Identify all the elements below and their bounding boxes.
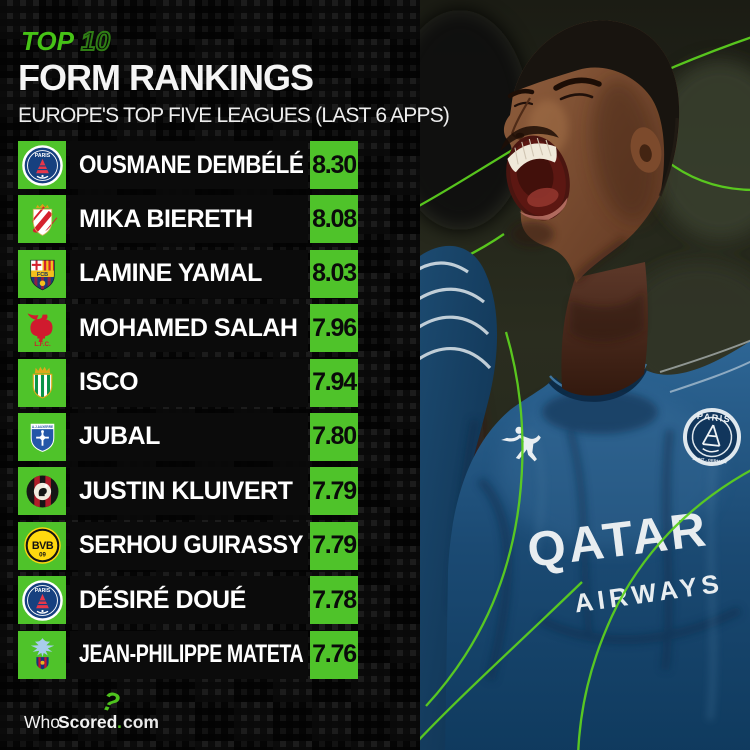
- rating-value: 8.03: [312, 259, 357, 288]
- club-badge: [18, 467, 66, 516]
- player-name-bar: OUSMANE DEMBÉLÉ: [70, 141, 308, 189]
- club-badge: [18, 141, 66, 189]
- green-accent-lines-front: [420, 331, 750, 750]
- club-badge-icon: [22, 416, 63, 457]
- rating-box: 7.78: [310, 576, 358, 625]
- page-title: FORM RANKINGS: [18, 57, 314, 98]
- player-name: MIKA BIERETH: [79, 204, 253, 233]
- club-badge: [18, 576, 66, 625]
- club-badge: [18, 412, 66, 461]
- psg-crest: PARIS SAINT - GERMAIN: [683, 408, 741, 466]
- brand-scored: Scored: [58, 712, 117, 732]
- player-name: ISCO: [79, 368, 139, 397]
- club-badge-icon: [22, 308, 63, 349]
- player-name-bar: ISCO: [70, 358, 308, 407]
- player-name-bar: DÉSIRÉ DOUÉ: [70, 576, 308, 625]
- player-name: DÉSIRÉ DOUÉ: [79, 585, 246, 614]
- ranking-row: MOHAMED SALAH 7.96: [18, 304, 358, 353]
- rating-box: 8.30: [310, 141, 358, 189]
- ranking-row: OUSMANE DEMBÉLÉ 8.30: [18, 141, 358, 189]
- player-name-bar: MIKA BIERETH: [70, 195, 308, 244]
- rating-value: 7.96: [312, 313, 357, 342]
- page-subtitle: EUROPE'S TOP FIVE LEAGUES (LAST 6 APPS): [18, 104, 450, 127]
- player-name: JUSTIN KLUIVERT: [79, 476, 293, 505]
- club-badge-icon: [22, 253, 63, 294]
- club-badge: [18, 195, 66, 244]
- rating-box: 7.79: [310, 467, 358, 516]
- player-photo: PARIS SAINT - GERMAIN QATAR AIRWAYS: [420, 0, 750, 750]
- club-badge: [18, 358, 66, 407]
- player-name-bar: JUSTIN KLUIVERT: [70, 467, 308, 516]
- player-name: MOHAMED SALAH: [79, 313, 298, 342]
- club-badge-icon: [22, 580, 63, 621]
- brand-who: Who: [24, 712, 60, 732]
- rating-value: 7.76: [312, 640, 357, 669]
- player-name-bar: MOHAMED SALAH: [70, 304, 308, 353]
- ranking-row: LAMINE YAMAL 8.03: [18, 249, 358, 298]
- player-name: JEAN-PHILIPPE MATETA: [79, 640, 304, 669]
- rating-box: 7.79: [310, 521, 358, 570]
- ranking-row: SERHOU GUIRASSY 7.79: [18, 521, 358, 570]
- rating-value: 7.79: [312, 476, 357, 505]
- ranking-row: DÉSIRÉ DOUÉ 7.78: [18, 576, 358, 625]
- player-name-bar: JEAN-PHILIPPE MATETA: [70, 630, 308, 679]
- brand-dot: .: [117, 712, 122, 732]
- top10-lockup: TOP 10: [21, 25, 449, 57]
- whoscored-logo: ? Who Scored . com: [22, 685, 182, 745]
- rating-value: 7.80: [312, 422, 357, 451]
- player-name-bar: SERHOU GUIRASSY: [70, 521, 308, 570]
- club-badge-icon: [22, 145, 63, 186]
- club-badge-icon: [22, 362, 63, 403]
- player-name: OUSMANE DEMBÉLÉ: [79, 150, 304, 179]
- brand-com: com: [123, 712, 159, 732]
- rating-box: 8.08: [310, 195, 358, 244]
- club-badge: [18, 249, 66, 298]
- player-name: LAMINE YAMAL: [79, 259, 262, 288]
- player-name-bar: JUBAL: [70, 412, 308, 461]
- rating-box: 7.94: [310, 358, 358, 407]
- club-badge: [18, 521, 66, 570]
- rating-value: 8.08: [312, 204, 357, 233]
- club-badge: [18, 304, 66, 353]
- header: TOP 10 FORM RANKINGS EUROPE'S TOP FIVE L…: [18, 25, 450, 128]
- ranking-row: MIKA BIERETH 8.08: [18, 195, 358, 244]
- top-label: TOP: [21, 26, 74, 56]
- player-head: [500, 20, 680, 284]
- ranking-row: ISCO 7.94: [18, 358, 358, 407]
- ranking-row: JEAN-PHILIPPE MATETA 7.76: [18, 630, 358, 679]
- player-name: JUBAL: [79, 422, 160, 451]
- player-name-bar: LAMINE YAMAL: [70, 249, 308, 298]
- club-badge-icon: [22, 525, 63, 566]
- club-badge: [18, 630, 66, 679]
- open-mouth: [500, 126, 570, 221]
- jumpman-logo: [501, 426, 541, 462]
- ranking-row: JUBAL 7.80: [18, 412, 358, 461]
- crest-paris-text: PARIS: [696, 411, 731, 425]
- crest-saint-germain-text: SAINT - GERMAIN: [692, 456, 727, 465]
- rating-box: 7.80: [310, 412, 358, 461]
- ranking-row: JUSTIN KLUIVERT 7.79: [18, 467, 358, 516]
- rating-value: 7.94: [312, 368, 357, 397]
- club-badge-icon: [22, 634, 63, 675]
- rating-box: 8.03: [310, 249, 358, 298]
- rating-box: 7.96: [310, 304, 358, 353]
- rating-value: 7.79: [312, 531, 357, 560]
- rankings-list: OUSMANE DEMBÉLÉ 8.30 MIKA BIERETH 8.08 L: [18, 141, 358, 679]
- rating-value: 8.30: [312, 150, 357, 179]
- rating-value: 7.78: [312, 585, 357, 614]
- top-number-outline: 10: [80, 25, 111, 57]
- club-badge-icon: [22, 199, 63, 240]
- club-badge-icon: [22, 471, 63, 512]
- player-name: SERHOU GUIRASSY: [79, 531, 303, 560]
- rating-box: 7.76: [310, 630, 358, 679]
- ear: [630, 127, 662, 173]
